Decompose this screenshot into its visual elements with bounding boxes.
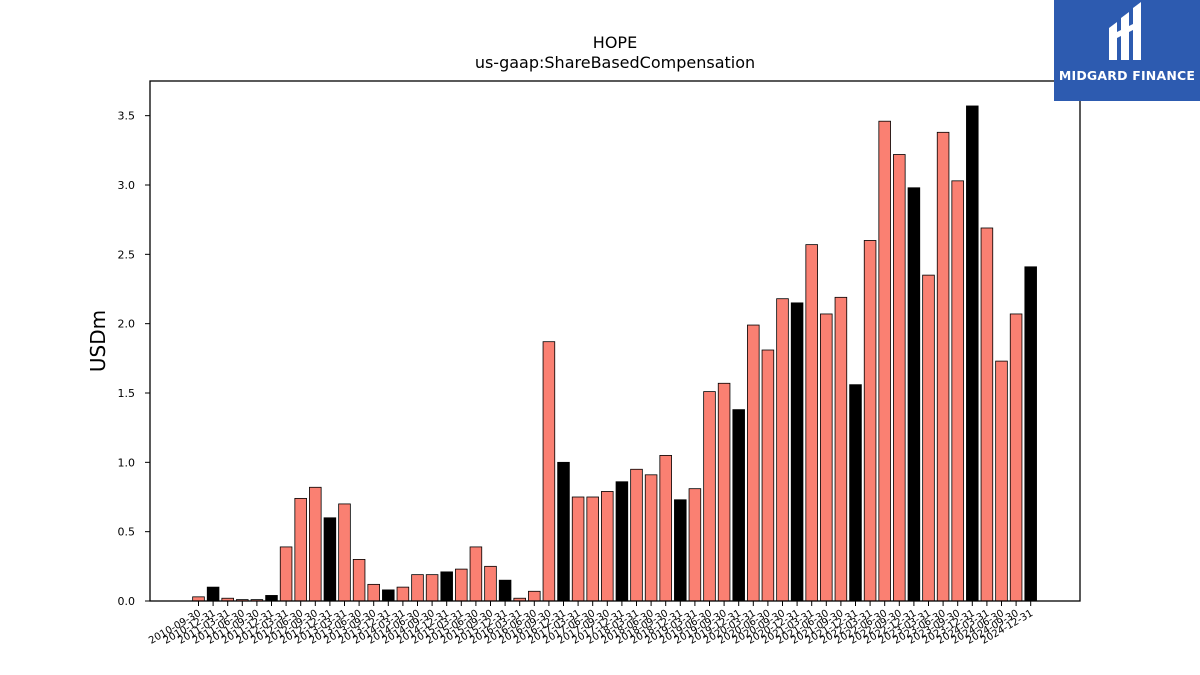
bar-2018-12-31 — [674, 499, 687, 602]
y-tick-label: 1.5 — [118, 387, 136, 400]
bar-2014-12-31 — [440, 571, 453, 602]
bar-2022-12-31 — [907, 187, 921, 602]
midgard-finance-logo: MIDGARD FINANCE — [1054, 0, 1200, 101]
bar-2013-03-31 — [338, 503, 351, 602]
y-axis: 0.0 0.5 1.0 1.5 2.0 2.5 3.0 3.5 — [118, 110, 150, 608]
bar-2023-06-30 — [936, 131, 950, 602]
bar-2012-06-30 — [294, 497, 307, 602]
bar-2022-06-30 — [878, 120, 891, 602]
bar-2015-06-30 — [469, 546, 483, 602]
bar-2013-06-30 — [352, 559, 366, 602]
bar-2014-06-30 — [411, 574, 424, 602]
y-tick-label: 0.0 — [118, 595, 136, 608]
bar-2018-06-30 — [644, 474, 658, 602]
y-tick-label: 2.5 — [118, 248, 136, 261]
bar-2020-12-31 — [790, 302, 804, 602]
y-tick-label: 3.5 — [118, 110, 136, 123]
bar-2019-03-31 — [688, 488, 702, 602]
bar-2016-09-30 — [542, 341, 556, 602]
bar-2012-09-30 — [309, 486, 322, 602]
bar-2017-06-30 — [586, 496, 599, 602]
bar-2021-03-31 — [805, 244, 818, 602]
bar-2022-09-30 — [893, 154, 906, 602]
bars-group — [192, 105, 1037, 602]
bar-2024-03-31 — [980, 227, 994, 602]
bar-2015-09-30 — [484, 565, 497, 602]
bar-2013-12-31 — [382, 589, 395, 602]
y-tick-label: 2.0 — [118, 318, 136, 331]
y-tick-label: 0.5 — [118, 526, 136, 539]
bar-2023-12-31 — [966, 105, 979, 602]
bar-2012-12-31 — [323, 517, 337, 602]
bar-2019-09-30 — [717, 382, 731, 602]
midgard-logo-icon — [1109, 2, 1141, 60]
bar-2015-03-31 — [455, 568, 468, 602]
bar-2021-09-30 — [834, 296, 848, 602]
bar-2017-03-31 — [571, 496, 585, 602]
bar-2024-09-30 — [1009, 313, 1023, 602]
bar-2012-03-31 — [279, 546, 293, 602]
bar-2014-09-30 — [425, 574, 439, 602]
bar-2016-06-30 — [528, 590, 541, 602]
bar-2020-06-30 — [761, 349, 775, 602]
bar-2024-12-31 — [1024, 266, 1037, 602]
y-axis-label: USDm — [86, 310, 110, 372]
bar-2023-09-30 — [951, 180, 964, 602]
bar-2014-03-31 — [396, 586, 410, 602]
bar-2022-03-31 — [863, 240, 877, 602]
bar-2016-12-31 — [557, 461, 570, 602]
bar-2011-12-31 — [265, 595, 278, 602]
x-axis: 2010-09-302010-12-312011-03-312011-06-30… — [147, 601, 1035, 647]
bar-2021-06-30 — [820, 313, 833, 602]
bar-2015-12-31 — [498, 579, 512, 602]
bar-2021-12-31 — [849, 384, 862, 602]
bar-2017-09-30 — [601, 491, 614, 602]
chart-subtitle: us-gaap:ShareBasedCompensation — [475, 53, 755, 72]
y-tick-label: 1.0 — [118, 456, 136, 469]
bar-2017-12-31 — [615, 481, 629, 602]
bar-2019-12-31 — [732, 409, 745, 602]
y-tick-label: 3.0 — [118, 179, 136, 192]
bar-2023-03-31 — [922, 274, 935, 602]
chart-title: HOPE — [593, 33, 637, 52]
bar-2019-06-30 — [703, 391, 716, 602]
bar-2018-09-30 — [659, 454, 672, 602]
bar-2020-09-30 — [776, 298, 789, 602]
bar-2013-09-30 — [367, 583, 380, 602]
bar-2020-03-31 — [747, 324, 760, 602]
bar-2024-06-30 — [995, 360, 1008, 602]
bar-2018-03-31 — [630, 468, 643, 602]
logo-text: MIDGARD FINANCE — [1058, 68, 1196, 83]
bar-2010-12-31 — [206, 586, 220, 602]
plot-frame — [149, 80, 1081, 602]
